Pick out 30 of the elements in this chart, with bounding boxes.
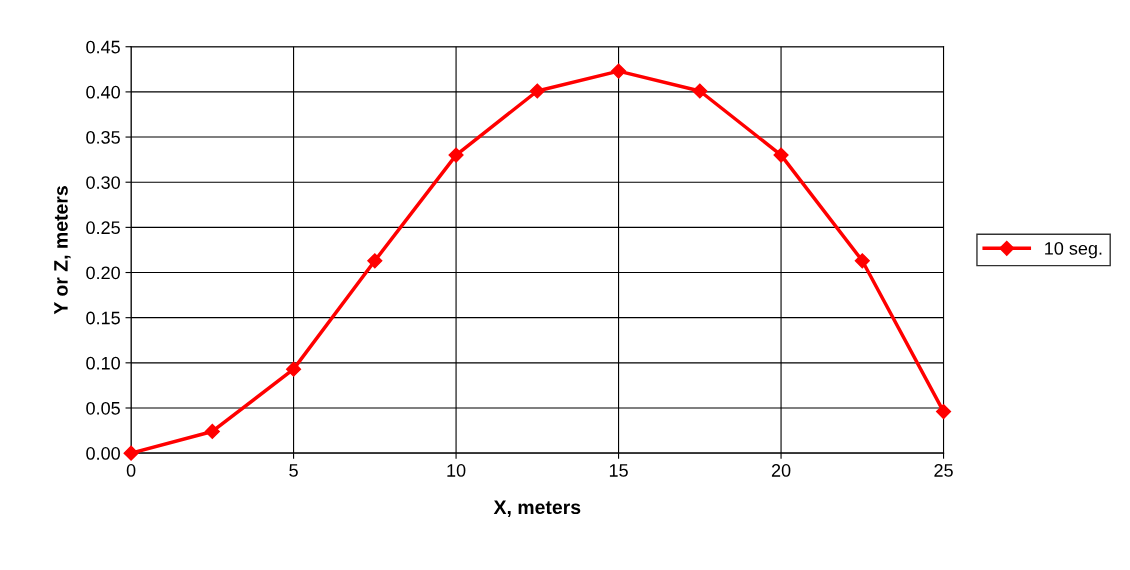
- x-axis-title: X, meters: [493, 500, 581, 517]
- point: [854, 253, 870, 269]
- y-tick-label: 0.25: [86, 221, 120, 235]
- point: [367, 253, 383, 269]
- legend-label: 10 seg.: [1045, 242, 1102, 259]
- x-tick-label: 15: [609, 464, 628, 477]
- point: [935, 404, 952, 420]
- point: [123, 445, 139, 461]
- y-tick-label: 0.05: [86, 401, 120, 415]
- x-tick-label: 5: [289, 464, 298, 477]
- y-tick-label: 0.20: [86, 266, 120, 280]
- y-tick-label: 0.15: [86, 311, 120, 325]
- x-tick-label: 10: [447, 464, 466, 477]
- x-tick-label: 20: [771, 464, 791, 477]
- point: [448, 147, 464, 163]
- y-axis-title: Y or Z, meters: [54, 186, 71, 315]
- y-tick-label: 0.45: [86, 40, 120, 54]
- y-tick-label: 0.30: [86, 176, 120, 189]
- point: [610, 63, 627, 79]
- point: [773, 147, 789, 163]
- y-tick-label: 0.10: [86, 356, 120, 370]
- x-tick-label: 0: [126, 464, 136, 477]
- point: [529, 83, 545, 99]
- x-tick-label: 25: [934, 464, 953, 477]
- y-tick-label: 0.00: [86, 447, 120, 460]
- y-tick-label: 0.40: [86, 85, 120, 99]
- point: [204, 423, 220, 440]
- y-tick-label: 0.35: [86, 130, 120, 144]
- point: [692, 83, 708, 99]
- point: [286, 361, 302, 377]
